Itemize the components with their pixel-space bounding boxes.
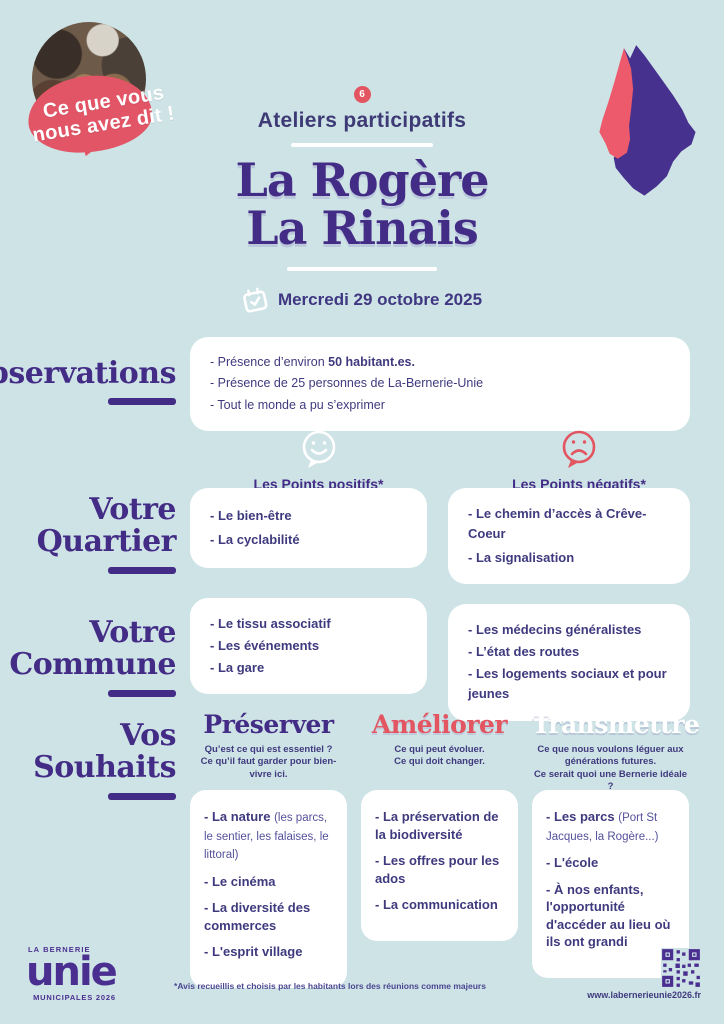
date-row: Mercredi 29 octobre 2025 [212,287,512,313]
commune-map [599,45,696,196]
souhaits-column-ameliorer: Améliorer Ce qui peut évoluer. Ce qui do… [361,712,518,988]
positive-points-header: Les Points positifs* [200,426,437,492]
preserver-item: - La diversité des commerces [204,900,311,933]
quartier-negative-item: - La signalisation [468,550,575,566]
observation-item: - Présence de 25 personnes de La-Berneri… [210,376,484,391]
souhaits-heading-line1: Vos [120,718,176,753]
workshop-number-badge: 6 [353,86,371,103]
negative-points-header: Les Points négatifs* [458,426,700,492]
quartier-positives-card: - Le bien-être - La cyclabilité [190,488,427,568]
transmettre-title: Transmettre [532,710,700,739]
logo-bottom-text: MUNICIPALES 2026 [33,992,116,1002]
commune-dash [108,689,176,697]
ameliorer-item: - Les offres pour les ados [375,853,500,886]
quartier-heading-line1: Votre [89,491,176,527]
souhaits-heading-line2: Souhaits [33,749,176,785]
quartier-negatives-card: - Le chemin d’accès à Crêve-Coeur - La s… [448,488,690,585]
quartier-negative-item: - Le chemin d’accès à Crêve-Coeur [468,506,647,542]
quartier-positive-item: - La cyclabilité [210,532,300,547]
campaign-logo: LA BERNERIE unie MUNICIPALES 2026 [26,945,118,1002]
observation-item: - Tout le monde a pu s’exprimer [210,397,385,412]
commune-positive-item: - Les événements [210,638,320,654]
calendar-check-icon [243,287,268,313]
event-date: Mercredi 29 octobre 2025 [277,289,483,309]
logo-main-text: unie [26,948,118,995]
souhaits-dash [108,792,176,800]
quartier-label-col: Votre Quartier [0,494,190,579]
title-line1: La Rogère [235,153,489,207]
souhaits-label-col: Vos Souhaits [0,712,190,988]
ameliorer-title: Améliorer [371,710,508,739]
happy-smiley-icon [302,430,335,468]
transmettre-item: - Les parcs (Port St Jacques, la Rogère.… [546,809,659,843]
qr-code [661,948,701,988]
observations-dash [108,398,176,406]
title-line2: La Rinais [246,200,479,255]
quartier-heading-line2: Quartier [36,523,177,559]
observations-heading: Observations [0,355,176,391]
commune-negatives-card: - Les médecins généralistes - L’état des… [448,604,690,721]
preserver-item: - La nature (les parcs, le sentier, les … [204,809,329,862]
commune-positive-item: - Le tissu associatif [210,616,331,631]
observations-label-col: Observations [0,355,190,411]
divider-line-bottom [287,266,437,271]
preserver-card: - La nature (les parcs, le sentier, les … [190,790,347,988]
ameliorer-item: - La préservation de la biodiversité [375,809,499,842]
commune-negative-item: - L’état des routes [468,644,580,660]
header: 6 Ateliers participatifs La Rogère La Ri… [212,86,512,313]
commune-negative-item: - Les logements sociaux et pour jeunes [468,666,667,702]
ameliorer-item: - La communication [375,897,498,913]
page-title: La Rogère La Rinais [212,153,512,255]
observation-item-bold: 50 habitant.es. [328,355,415,369]
quartier-section: Votre Quartier - Le bien-être - La cycla… [0,488,724,585]
sad-smiley-icon [562,430,596,468]
observation-item: - Présence d’environ 50 habitant.es. [210,355,415,369]
transmettre-card: - Les parcs (Port St Jacques, la Rogère.… [532,790,689,978]
quartier-positive-item: - Le bien-être [210,507,292,523]
preserver-item: - Le cinéma [204,873,276,889]
quartier-highlight [599,48,634,159]
observations-card: - Présence d’environ 50 habitant.es. - P… [190,337,690,432]
ameliorer-subtitle: Ce qui peut évoluer. Ce qui doit changer… [394,744,485,768]
observations-section: Observations - Présence d’environ 50 hab… [0,337,724,432]
ameliorer-card: - La préservation de la biodiversité - L… [361,790,518,941]
commune-section: Votre Commune - Le tissu associatif - Le… [0,598,724,721]
logo-top-text: LA BERNERIE [28,945,91,954]
divider-line-top [291,143,433,147]
website-url: www.labernerieunie2026.fr [587,990,701,1000]
quartier-dash [108,566,176,574]
souhaits-column-transmettre: Transmettre Ce que nous voulons léguer a… [532,710,700,988]
transmettre-item: - À nos enfants, l'opportunité d'accéder… [546,881,671,950]
points-header-row: Les Points positifs* Les Points négatifs… [200,426,700,492]
commune-heading-line2: Commune [9,646,176,682]
transmettre-subtitle: Ce que nous voulons léguer aux génératio… [533,744,688,793]
souhaits-column-preserver: Préserver Qu’est ce qui est essentiel ? … [190,712,347,988]
kicker: Ateliers participatifs [257,109,467,132]
preserver-subtitle: Qu’est ce qui est essentiel ? Ce qu’il f… [200,744,337,780]
commune-positive-item: - La gare [210,660,265,676]
souhaits-section: Vos Souhaits Préserver Qu’est ce qui est… [0,712,724,988]
commune-negative-item: - Les médecins généralistes [468,622,642,637]
preserver-title: Préserver [203,710,334,739]
preserver-item: - L'esprit village [204,944,303,960]
commune-heading-line1: Votre [89,614,176,650]
commune-label-col: Votre Commune [0,617,190,702]
transmettre-item: - L'école [546,855,599,871]
commune-positives-card: - Le tissu associatif - Les événements -… [190,598,427,695]
footnote: *Avis recueillis et choisis par les habi… [174,981,486,991]
